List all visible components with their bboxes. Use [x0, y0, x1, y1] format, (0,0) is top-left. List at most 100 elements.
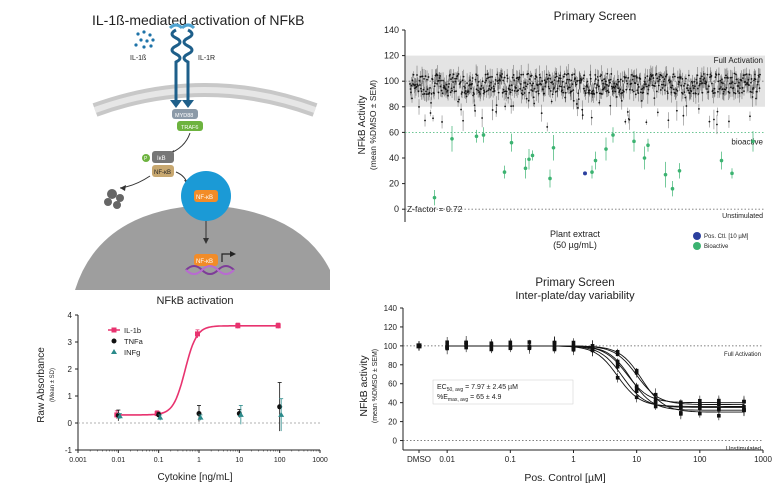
data-point	[458, 98, 460, 101]
data-point	[576, 80, 579, 82]
data-point	[420, 90, 423, 93]
data-point	[588, 89, 591, 92]
data-point	[453, 90, 456, 93]
data-point	[424, 119, 426, 122]
data-point	[615, 359, 620, 364]
data-point	[537, 92, 540, 95]
data-point	[697, 93, 700, 95]
data-point	[631, 89, 634, 91]
data-point	[658, 78, 661, 81]
data-point	[586, 80, 589, 83]
data-point	[525, 97, 528, 100]
data-point	[480, 84, 483, 87]
data-point	[452, 73, 455, 76]
chart-b-xlabel: Plant extract	[550, 229, 601, 239]
data-point	[116, 413, 123, 419]
data-point	[679, 76, 682, 79]
proteasome-icon	[104, 189, 124, 209]
y-tick-label: 140	[384, 25, 399, 35]
data-point	[637, 86, 640, 88]
data-point	[708, 120, 711, 123]
data-point	[571, 74, 574, 76]
data-point	[745, 83, 747, 86]
data-point	[621, 80, 624, 82]
data-point	[710, 74, 713, 77]
data-point	[485, 79, 488, 82]
data-point	[558, 85, 561, 88]
chart-b-ylabel: NFkB Activity	[357, 96, 368, 155]
data-point	[543, 92, 546, 95]
legend-label: IL-1b	[124, 326, 141, 335]
nfkb-activation-panel: NFkB activation Cytokine [ng/mL] Raw Abs…	[30, 290, 340, 486]
ref-label-unstim: Unstimulated	[726, 447, 761, 453]
data-point	[545, 73, 548, 76]
chart-c-emax-sub: max, avg	[448, 397, 469, 403]
data-point	[661, 87, 664, 89]
bioactive-point	[677, 169, 682, 173]
data-point	[581, 114, 584, 116]
bioactive-point	[719, 158, 724, 163]
bioactive-point	[474, 134, 479, 139]
data-point	[564, 91, 567, 94]
bioactive-point	[670, 186, 675, 191]
data-point	[563, 86, 566, 88]
data-point	[656, 111, 659, 114]
data-point	[475, 73, 477, 76]
data-point	[639, 78, 642, 80]
data-point	[507, 96, 510, 99]
data-point	[693, 87, 695, 89]
data-point	[699, 83, 701, 85]
data-point	[722, 82, 724, 85]
data-point	[734, 92, 737, 95]
x-tick-label: 0.1	[154, 457, 164, 464]
data-point	[197, 414, 204, 420]
data-point	[634, 93, 637, 96]
data-point	[593, 93, 596, 95]
traf6-box	[177, 121, 203, 131]
data-point	[490, 87, 493, 89]
nfkb-activation-chart: NFkB activation Cytokine [ng/mL] Raw Abs…	[36, 295, 328, 483]
data-point	[471, 77, 474, 79]
data-point	[462, 119, 464, 122]
data-point	[503, 76, 506, 79]
data-point	[508, 340, 513, 345]
data-point	[494, 79, 497, 81]
data-point	[671, 84, 674, 87]
data-point	[506, 77, 509, 80]
data-point	[575, 103, 578, 105]
data-point	[501, 91, 504, 94]
data-point	[758, 75, 760, 78]
x-tick-label: 10	[632, 455, 641, 464]
data-point	[621, 91, 624, 94]
data-point	[464, 340, 468, 345]
data-point	[551, 93, 554, 96]
data-point	[552, 343, 557, 348]
data-point	[528, 91, 531, 94]
data-point	[423, 92, 426, 95]
data-point	[568, 86, 571, 89]
data-point	[470, 87, 472, 90]
bioactive-point	[632, 139, 636, 144]
data-point	[428, 91, 431, 94]
data-point	[622, 90, 625, 93]
data-point	[493, 90, 496, 92]
data-point	[471, 82, 473, 85]
data-point	[446, 89, 449, 92]
data-point	[647, 84, 650, 87]
inter-plate-panel: Primary Screen Inter-plate/day variabili…	[345, 268, 780, 486]
data-point	[676, 89, 679, 92]
data-point	[698, 403, 702, 408]
p-label: P	[144, 156, 148, 162]
data-point	[615, 349, 620, 354]
data-point	[717, 90, 719, 93]
chart-a-ylabel-sub: (Mean ± SD)	[50, 368, 56, 402]
ligand-label: IL-1ß	[130, 55, 146, 62]
bioactive-point	[502, 170, 507, 174]
data-point	[625, 88, 628, 91]
data-point	[494, 83, 497, 85]
data-point	[646, 75, 649, 77]
data-point	[552, 83, 555, 85]
data-point	[411, 97, 413, 100]
data-point	[550, 100, 553, 103]
data-point	[462, 75, 465, 78]
